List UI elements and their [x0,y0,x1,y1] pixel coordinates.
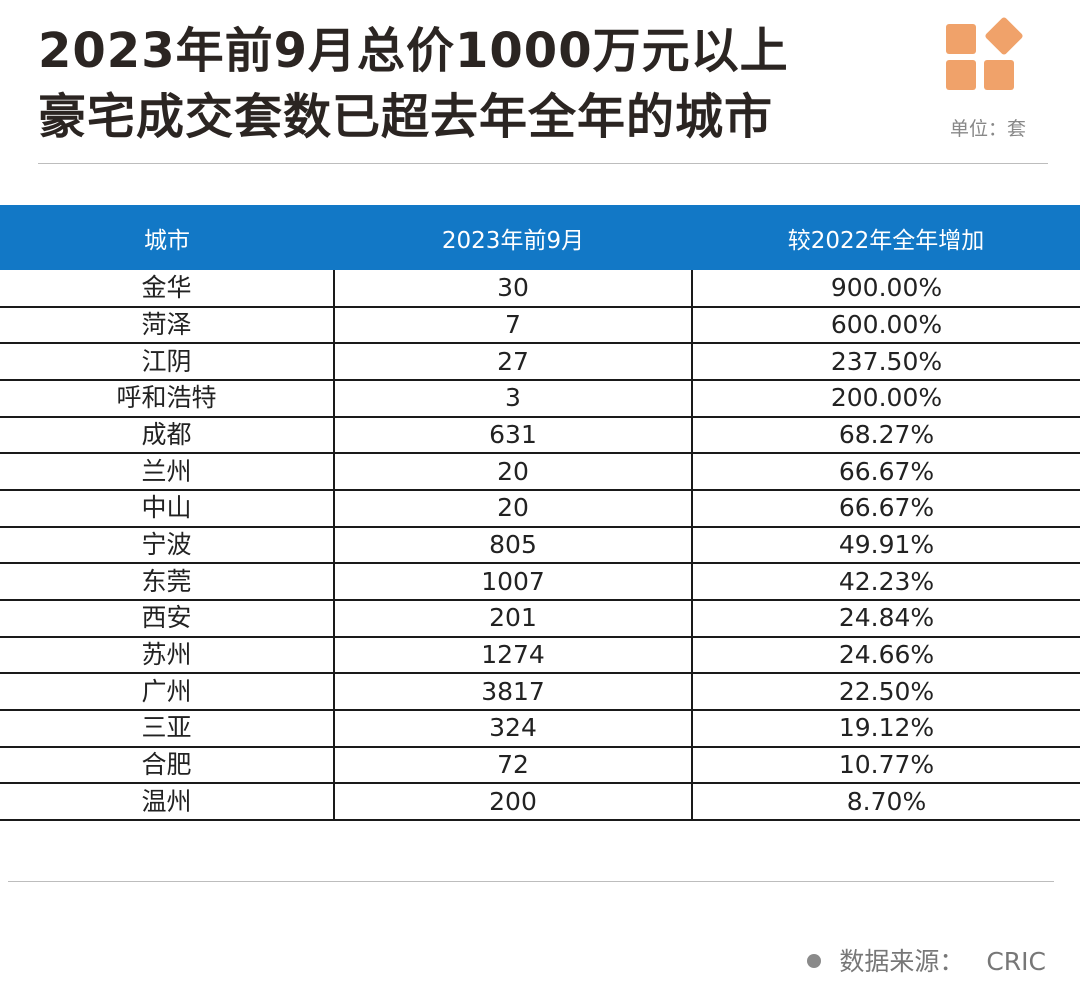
table-row: 三亚 324 19.12% [0,709,1080,748]
cell-count: 20 [334,489,693,528]
cell-count: 324 [334,709,693,748]
table-row: 兰州 20 66.67% [0,453,1080,491]
city-data-table: 城市 2023年前9月 较2022年全年增加 金华 30 900.00% 菏泽 7 600… [0,205,1080,821]
cell-count: 3 [334,379,693,418]
cell-increase: 66.67% [692,489,1080,528]
cell-city: 东莞 [0,563,335,601]
table-row: 温州 200 8.70% [0,783,1080,821]
cell-increase: 68.27% [692,416,1080,455]
table-row: 合肥 72 10.77% [0,746,1080,785]
column-header-count: 2023年前9月 [334,205,692,270]
table-row: 菏泽 7 600.00% [0,306,1080,345]
table-row: 呼和浩特 3 200.00% [0,379,1080,418]
cell-increase: 24.84% [692,599,1080,638]
cell-count: 200 [334,783,693,821]
table-body: 金华 30 900.00% 菏泽 7 600.00% 江阴 27 237.50% 呼和浩特 3 200… [0,270,1080,821]
logo-square-top-left [946,24,976,54]
title-line-2: 豪宅成交套数已超去年全年的城市 [38,89,774,145]
cell-count: 631 [334,416,693,455]
cell-count: 805 [334,526,693,565]
brand-logo-icon [946,16,1024,94]
table-row: 东莞 1007 42.23% [0,563,1080,601]
table-row: 宁波 805 49.91% [0,526,1080,565]
cell-increase: 900.00% [692,270,1080,308]
column-header-city: 城市 [0,205,334,270]
cell-count: 30 [334,270,693,308]
cell-city: 温州 [0,783,335,821]
cell-count: 3817 [334,673,693,711]
table-row: 中山 20 66.67% [0,489,1080,528]
cell-city: 宁波 [0,526,335,565]
cell-increase: 237.50% [692,343,1080,381]
cell-city: 金华 [0,270,335,308]
cell-city: 广州 [0,673,335,711]
cell-increase: 8.70% [692,783,1080,821]
table-row: 成都 631 68.27% [0,416,1080,455]
column-header-increase: 较2022年全年增加 [692,205,1080,270]
source-value: CRIC [986,947,1046,976]
cell-increase: 600.00% [692,306,1080,345]
logo-diamond-top-right [984,16,1024,56]
cell-city: 西安 [0,599,335,638]
unit-label: 单位：套 [950,118,1027,140]
cell-count: 1007 [334,563,693,601]
cell-increase: 42.23% [692,563,1080,601]
table-row: 江阴 27 237.50% [0,343,1080,381]
cell-increase: 24.66% [692,636,1080,675]
cell-city: 江阴 [0,343,335,381]
divider-bottom [8,881,1054,882]
cell-city: 成都 [0,416,335,455]
table-row: 金华 30 900.00% [0,270,1080,308]
source-label: 数据来源： [839,947,965,976]
cell-increase: 66.67% [692,453,1080,491]
table-row: 西安 201 24.84% [0,599,1080,638]
logo-square-bottom-left [946,60,976,90]
cell-city: 呼和浩特 [0,379,335,418]
logo-square-bottom-right [984,60,1014,90]
divider-top [38,163,1048,164]
cell-city: 菏泽 [0,306,335,345]
cell-city: 合肥 [0,746,335,785]
cell-count: 72 [334,746,693,785]
cell-increase: 22.50% [692,673,1080,711]
cell-increase: 10.77% [692,746,1080,785]
cell-count: 1274 [334,636,693,675]
data-source: 数据来源： CRIC [807,942,1046,978]
cell-city: 兰州 [0,453,335,491]
cell-count: 7 [334,306,693,345]
cell-city: 苏州 [0,636,335,675]
cell-increase: 19.12% [692,709,1080,748]
cell-city: 三亚 [0,709,335,748]
title-line-1: 2023年前9月总价1000万元以上 [38,23,789,79]
cell-city: 中山 [0,489,335,528]
table-header-row: 城市 2023年前9月 较2022年全年增加 [0,205,1080,270]
table-row: 广州 3817 22.50% [0,673,1080,711]
bullet-dot-icon [807,954,822,968]
page-title: 2023年前9月总价1000万元以上 豪宅成交套数已超去年全年的城市 [38,18,918,150]
table-row: 苏州 1274 24.66% [0,636,1080,675]
cell-count: 20 [334,453,693,491]
cell-increase: 49.91% [692,526,1080,565]
cell-increase: 200.00% [692,379,1080,418]
cell-count: 201 [334,599,693,638]
cell-count: 27 [334,343,693,381]
